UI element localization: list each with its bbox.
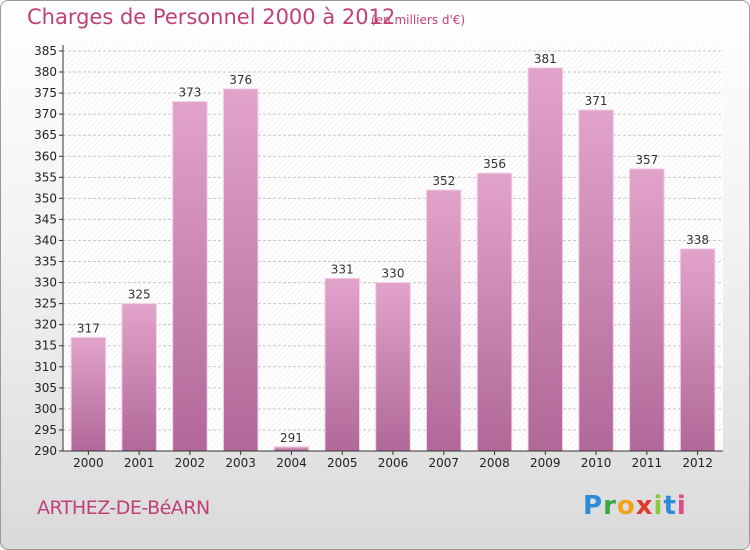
chart-unit: (en milliers d'€) bbox=[371, 13, 466, 27]
bar-2011 bbox=[629, 168, 665, 452]
bar-2008 bbox=[476, 172, 513, 452]
x-tick-label-2002: 2002 bbox=[175, 456, 206, 470]
data-label-2012: 338 bbox=[686, 233, 709, 247]
y-tick-label: 345 bbox=[34, 212, 57, 226]
x-tick-label-2006: 2006 bbox=[378, 456, 409, 470]
y-tick-label: 305 bbox=[34, 381, 57, 395]
y-tick-label: 310 bbox=[34, 360, 57, 374]
x-tick-label-2011: 2011 bbox=[632, 456, 663, 470]
bar-2002 bbox=[172, 101, 208, 452]
y-tick-label: 315 bbox=[34, 339, 57, 353]
data-label-2003: 376 bbox=[229, 73, 252, 87]
data-label-2001: 325 bbox=[128, 288, 151, 302]
y-tick-label: 340 bbox=[34, 233, 57, 247]
bar-2006 bbox=[375, 282, 411, 452]
x-tick-label-2003: 2003 bbox=[225, 456, 256, 470]
y-tick-label: 365 bbox=[34, 128, 57, 142]
data-label-2010: 371 bbox=[585, 94, 608, 108]
y-tick-label: 300 bbox=[34, 402, 57, 416]
x-tick-label-2009: 2009 bbox=[530, 456, 561, 470]
y-tick-label: 330 bbox=[34, 276, 57, 290]
logo-letter: i bbox=[676, 491, 687, 521]
x-tick-label-2004: 2004 bbox=[276, 456, 307, 470]
logo-letter: P bbox=[583, 491, 604, 521]
y-tick-label: 375 bbox=[34, 86, 57, 100]
logo-letter: x bbox=[635, 491, 654, 521]
bar-2003 bbox=[222, 88, 259, 452]
y-tick-label: 320 bbox=[34, 318, 57, 332]
x-tick-label-2001: 2001 bbox=[124, 456, 155, 470]
y-tick-label: 290 bbox=[34, 444, 57, 458]
proxiti-logo: Proxiti bbox=[583, 491, 687, 521]
bar-2005 bbox=[324, 277, 360, 452]
y-tick-label: 355 bbox=[34, 170, 57, 184]
x-tick-label-2007: 2007 bbox=[428, 456, 459, 470]
y-tick-label: 360 bbox=[34, 149, 57, 163]
y-tick-label: 350 bbox=[34, 191, 57, 205]
data-label-2008: 356 bbox=[483, 157, 506, 171]
x-tick-label-2008: 2008 bbox=[479, 456, 510, 470]
logo-letter: t bbox=[663, 491, 677, 521]
y-tick-label: 325 bbox=[34, 297, 57, 311]
data-label-2007: 352 bbox=[432, 174, 455, 188]
data-label-2009: 381 bbox=[534, 52, 557, 66]
data-label-2000: 317 bbox=[77, 321, 100, 335]
x-tick-label-2012: 2012 bbox=[682, 456, 713, 470]
data-label-2004: 291 bbox=[280, 431, 303, 445]
bar-2010 bbox=[578, 109, 614, 452]
y-tick-label: 380 bbox=[34, 65, 57, 79]
bar-2012 bbox=[679, 248, 716, 452]
data-label-2005: 331 bbox=[331, 262, 354, 276]
data-label-2011: 357 bbox=[635, 153, 658, 167]
logo-letter: r bbox=[603, 491, 617, 521]
data-label-2002: 373 bbox=[178, 86, 201, 100]
x-tick-label-2010: 2010 bbox=[581, 456, 612, 470]
commune-name: ARTHEZ-DE-BéARN bbox=[37, 497, 210, 519]
bar-2000 bbox=[70, 336, 107, 452]
y-tick-label: 335 bbox=[34, 255, 57, 269]
y-tick-label: 295 bbox=[34, 423, 57, 437]
data-label-2006: 330 bbox=[382, 267, 405, 281]
logo-letter: o bbox=[616, 491, 636, 521]
x-tick-label-2005: 2005 bbox=[327, 456, 358, 470]
y-tick-label: 385 bbox=[34, 44, 57, 58]
y-tick-label: 370 bbox=[34, 107, 57, 121]
bar-2004 bbox=[273, 446, 310, 452]
bar-2001 bbox=[121, 303, 157, 452]
x-tick-label-2000: 2000 bbox=[73, 456, 104, 470]
bar-2009 bbox=[527, 67, 564, 452]
bar-2007 bbox=[426, 189, 462, 452]
logo-letter: i bbox=[653, 491, 664, 521]
chart-title: Charges de Personnel 2000 à 2012 bbox=[27, 5, 396, 29]
